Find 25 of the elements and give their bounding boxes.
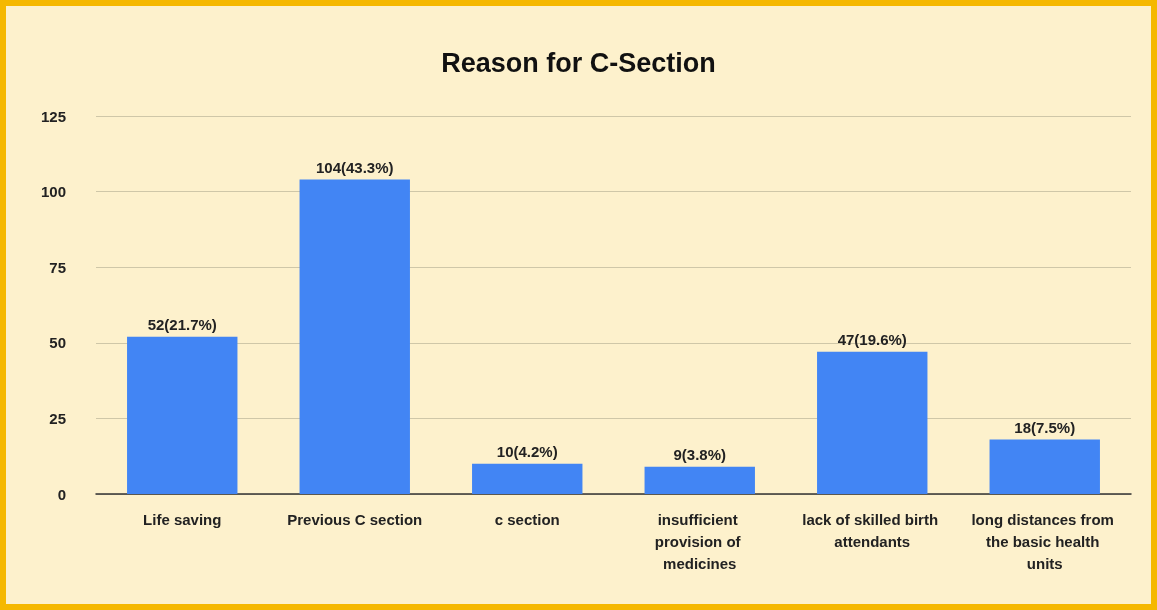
x-tick-label: c section xyxy=(494,510,560,528)
x-tick-label: insufficient provision of medicines xyxy=(654,510,745,572)
bar xyxy=(472,463,583,494)
data-label: 9(3.8%) xyxy=(673,445,727,463)
y-tick-label: 25 xyxy=(49,409,66,427)
y-tick-label: 50 xyxy=(49,334,66,352)
x-tick-label: long distances from the basic health units xyxy=(971,510,1119,572)
y-tick-label: 125 xyxy=(40,107,66,125)
chart-title: Reason for C-Section xyxy=(441,47,716,78)
bar xyxy=(299,179,410,494)
data-label: 47(19.6%) xyxy=(837,330,907,348)
data-label: 18(7.5%) xyxy=(1014,418,1076,436)
bar xyxy=(644,466,755,494)
data-label: 52(21.7%) xyxy=(147,315,217,333)
x-tick-label: Previous C section xyxy=(287,510,423,528)
y-tick-label: 75 xyxy=(49,258,66,276)
x-tick-label: Life saving xyxy=(143,510,222,528)
data-label: 10(4.2%) xyxy=(496,442,558,460)
y-tick-label: 0 xyxy=(57,485,66,503)
bar xyxy=(817,351,928,494)
bar xyxy=(989,439,1100,494)
x-tick-label: lack of skilled birth attendants xyxy=(802,510,943,550)
data-label: 104(43.3%) xyxy=(315,158,394,176)
y-tick-label: 100 xyxy=(40,183,66,201)
bar xyxy=(127,336,238,494)
